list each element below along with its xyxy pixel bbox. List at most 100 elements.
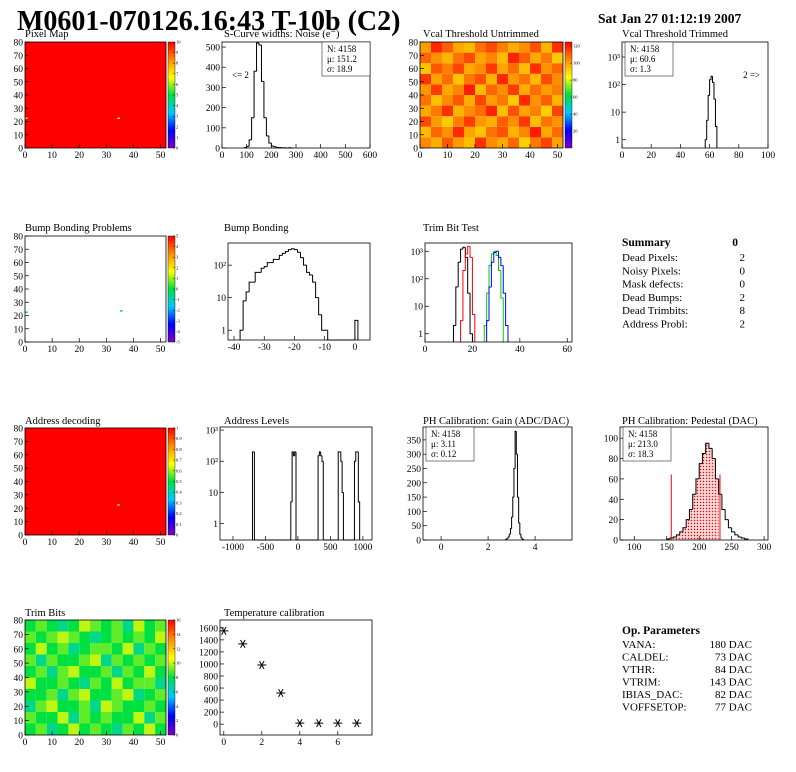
color-bar-label: 8: [176, 61, 179, 66]
marker: [352, 718, 362, 728]
y-tick-label: 60: [14, 65, 24, 75]
heatmap-cell: [68, 700, 80, 712]
heatmap-cell: [431, 73, 442, 85]
y-tick-label: 80: [609, 455, 619, 465]
color-bar-label: -1: [176, 297, 180, 302]
histogram-bin: [711, 448, 716, 460]
heatmap-cell: [530, 84, 541, 95]
y-tick-label: 1400: [199, 636, 218, 646]
marker: [276, 688, 286, 698]
heatmap-cell: [519, 63, 530, 74]
pixel: [119, 310, 123, 312]
parameter-value: 77 DAC: [715, 702, 752, 714]
heatmap-cell: [541, 52, 552, 64]
x-tick-label: 30: [102, 738, 112, 748]
heatmap-cell: [552, 137, 563, 148]
heatmap-cell: [122, 712, 134, 724]
y-tick-label: 50: [14, 78, 24, 88]
pixel: [25, 311, 28, 314]
y-tick-label: 10³: [206, 427, 219, 437]
x-tick-label: 0: [620, 151, 625, 161]
histogram-bin: [293, 248, 298, 251]
heatmap-cell: [431, 52, 442, 64]
heatmap-cell: [100, 666, 112, 678]
y-tick-label: 40: [609, 496, 619, 506]
x-tick-label: 40: [515, 345, 525, 355]
y-tick-label: 20: [409, 118, 419, 128]
x-tick-label: 10: [443, 151, 453, 161]
panel: Pixel Map 0 1 2 3 4 5 6 7 8 9 10 0 10 20 30 40 50 0 10 20 30 4…: [14, 29, 182, 161]
heatmap-cell: [155, 677, 166, 689]
stats-line: μ: 151.2: [327, 54, 357, 64]
heatmap-cell: [100, 643, 112, 655]
heatmap-cell: [25, 428, 166, 535]
heatmap-cell: [420, 95, 431, 106]
heatmap-cell: [464, 116, 475, 127]
histogram-bin: [312, 274, 316, 283]
histogram-bin: [675, 534, 680, 537]
y-tick-label: 10²: [206, 458, 219, 468]
heatmap-cell: [122, 654, 134, 666]
histogram-bin: [486, 292, 490, 326]
stats-line: N: 4158: [628, 429, 658, 439]
histogram-bin: [254, 271, 259, 283]
color-bar-label: 9: [176, 50, 179, 55]
panel-title: PH Calibration: Pedestal (DAC): [622, 416, 758, 427]
y-tick-label: 60: [409, 65, 419, 75]
y-tick-label: 800: [204, 672, 219, 682]
heatmap-cell: [111, 643, 123, 655]
heatmap-cell: [25, 631, 36, 643]
parameter-label: CALDEL:: [622, 652, 668, 664]
heatmap-cell: [57, 654, 69, 666]
histogram-bin: [710, 75, 713, 80]
marker: [219, 626, 229, 635]
histogram-bin: [272, 258, 277, 263]
histogram-bin: [469, 293, 473, 342]
heatmap-cell: [144, 689, 156, 701]
summary: Summary 0 Dead Pixels: 2 Noisy Pixels: 0 Mas…: [622, 237, 746, 331]
histogram-bin: [321, 314, 325, 331]
fit-area: [692, 494, 696, 540]
y-tick-label: 10: [14, 717, 24, 727]
histogram-bin: [486, 320, 490, 342]
panel: S-Curve widths: Noise (e⁻) 0 100 200 300 400 5…: [206, 29, 378, 161]
pixel: [117, 504, 120, 506]
color-bar-label: 60: [573, 95, 578, 100]
x-tick-label: 20: [74, 151, 84, 161]
histogram-bin: [306, 265, 310, 273]
histogram-bin: [242, 300, 247, 331]
stats-line: N: 4158: [431, 429, 461, 439]
y-tick-label: 10³: [411, 248, 424, 258]
summary-label: Dead Pixels:: [622, 252, 678, 264]
x-tick-label: 20: [74, 538, 84, 548]
heatmap-cell: [464, 126, 475, 138]
heatmap-cell: [68, 689, 80, 701]
heatmap-cell: [442, 126, 453, 138]
y-tick-label: 70: [14, 631, 24, 641]
histogram-bin: [508, 533, 511, 538]
color-bar-label: 16: [176, 618, 181, 623]
heatmap-cell: [519, 73, 530, 85]
heatmap-cell: [90, 620, 101, 632]
histogram-bin: [688, 508, 693, 520]
histogram-bin: [256, 42, 259, 72]
heatmap-cell: [453, 73, 464, 85]
heatmap-cell: [144, 712, 156, 724]
heatmap-cell: [431, 95, 442, 106]
heatmap-cell: [133, 654, 145, 666]
heatmap-cell: [46, 654, 58, 666]
color-bar-label: 20: [573, 129, 578, 134]
x-tick-label: 600: [363, 151, 378, 161]
histogram-bin: [239, 329, 244, 340]
heatmap-cell: [111, 723, 123, 735]
heatmap-cell: [133, 723, 145, 735]
histogram-bin: [737, 534, 742, 538]
color-bar-label: 0.2: [176, 511, 182, 516]
fit-area: [682, 527, 687, 540]
heatmap-cell: [431, 137, 442, 148]
heatmap-cell: [497, 126, 508, 138]
panel-title: Trim Bit Test: [423, 223, 479, 234]
histogram-bin: [309, 272, 313, 276]
x-tick-label: -10: [318, 343, 331, 353]
heatmap-cell: [519, 126, 530, 138]
